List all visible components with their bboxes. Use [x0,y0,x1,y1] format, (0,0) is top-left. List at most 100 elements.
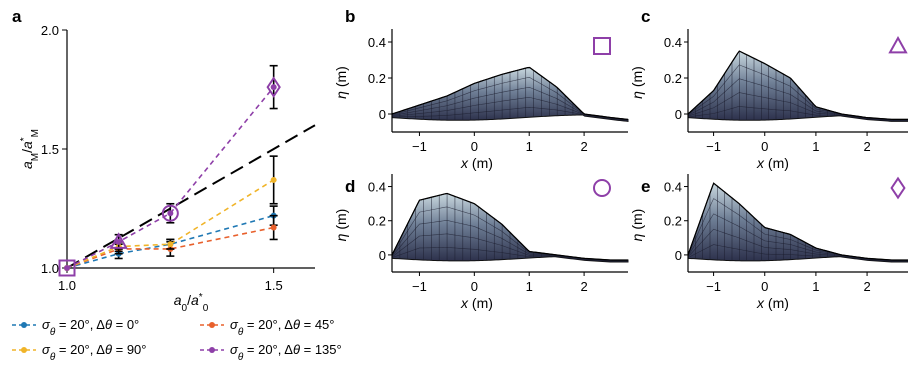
legend-label: σθ = 20°, Δθ = 135° [230,342,342,363]
x-tick-label: −1 [412,279,427,294]
data-point [270,84,277,91]
reference-line [66,124,316,269]
legend-swatch-dot [209,347,215,353]
y-axis-label: aM/a*M [19,129,41,169]
mesh-line [391,87,629,121]
y-tick-label: 0 [379,248,386,263]
open-marker-triangle [109,232,128,249]
y-tick-label: 0.4 [664,35,682,50]
x-tick-label: 1 [812,279,819,294]
mesh-line [687,92,908,121]
panel-a: a 1.0 1.5 2.0 1.0 1.5 a0/a*0 aM/a*M [12,7,316,314]
surface-crest [687,182,908,261]
legend-item: σθ = 20°, Δθ = 45° [200,317,335,338]
legend-swatch-dot [209,322,215,328]
x-tick-label: 1.5 [265,278,283,293]
open-marker-circle [161,204,179,222]
legend-label: σθ = 20°, Δθ = 0° [42,317,139,338]
x-tick-label: 1 [526,279,533,294]
y-tick-label: 0.4 [368,35,386,50]
y-tick-label: 0 [379,107,386,122]
y-tick-label: 0.2 [368,71,386,86]
x-tick-label: 1 [526,139,533,154]
panel-b: b 0 0.2 0.4 −1 0 1 2 x (m) η (m) [333,7,629,171]
mesh-line [687,78,908,121]
x-tick-label: 2 [580,279,587,294]
x-tick-label: 0 [761,279,768,294]
mesh-line [391,233,628,262]
surface-crest [391,66,629,120]
y-axis-label: η (m) [333,209,349,242]
x-tick-label: 1.0 [58,278,76,293]
y-tick-label: 1.0 [41,261,59,276]
x-axis-label: x (m) [756,295,789,311]
y-axis-label: η (m) [333,66,349,99]
mesh-line [687,106,908,122]
legend-item: σθ = 20°, Δθ = 0° [12,317,139,338]
mesh-line [391,107,629,122]
legend-item: σθ = 20°, Δθ = 135° [200,342,342,363]
case-symbol-square [593,37,611,55]
data-point [167,210,174,217]
legend-item: σθ = 20°, Δθ = 90° [12,342,147,363]
y-tick-label: 0 [675,248,682,263]
x-axis-label: a0/a*0 [174,292,209,314]
x-tick-label: 2 [580,139,587,154]
panel-label-e: e [641,177,650,196]
x-tick-label: 0 [471,139,478,154]
y-tick-label: 0.2 [368,214,386,229]
panel-e: e 0 0.2 0.4 −1 0 1 2 x (m) η (m) [629,174,908,311]
y-tick-label: 0.4 [664,180,682,195]
data-point [64,265,70,271]
mesh-line [391,220,628,262]
mesh-line [391,97,629,121]
x-tick-label: 2 [863,279,870,294]
open-marker-square [58,259,76,277]
mesh-line [687,213,908,262]
data-point [115,238,122,245]
series-line [66,179,275,269]
panel-d: d 0 0.2 0.4 −1 0 1 2 x (m) η (m) [333,174,629,311]
series-line [66,226,274,269]
y-axis-label: η (m) [629,209,645,242]
data-point [270,176,277,183]
panel-label-a: a [12,7,22,26]
y-axis-label: η (m) [629,66,645,99]
panel-c: c 0 0.2 0.4 −1 0 1 2 x (m) η (m) [629,7,908,171]
x-axis-label: x (m) [460,155,493,171]
surface-crest [391,192,628,261]
y-tick-label: 0.4 [368,180,386,195]
panel-label-c: c [641,7,650,26]
x-axis-label: x (m) [756,155,789,171]
legend-label: σθ = 20°, Δθ = 90° [42,342,147,363]
legend-swatch-dot [21,322,27,328]
series-line [66,86,275,269]
data-point [270,224,277,231]
case-symbol-circle [593,179,611,197]
y-tick-label: 0.2 [664,214,682,229]
y-tick-label: 1.5 [41,142,59,157]
y-tick-label: 0 [675,107,682,122]
surface-panels: b 0 0.2 0.4 −1 0 1 2 x (m) η (m) c 0 0.2 0.4 −1 0 1 2 x (m… [333,7,908,311]
mesh-line [391,247,628,262]
x-tick-label: −1 [412,139,427,154]
x-tick-label: 1 [812,139,819,154]
surface-crest [687,50,908,121]
x-tick-label: −1 [706,139,721,154]
open-marker-diamond [266,76,281,98]
panel-label-b: b [345,7,355,26]
data-point [167,241,174,248]
panel-label-d: d [345,177,355,196]
x-tick-label: 0 [761,139,768,154]
case-symbol-diamond [890,176,906,200]
y-tick-label: 2.0 [41,23,59,38]
x-tick-label: 0 [471,279,478,294]
x-tick-label: −1 [706,279,721,294]
x-axis-label: x (m) [460,295,493,311]
mesh-line [687,228,908,262]
y-tick-label: 0.2 [664,71,682,86]
mesh-line [687,244,908,262]
legend-label: σθ = 20°, Δθ = 45° [230,317,335,338]
legend: σθ = 20°, Δθ = 0° σθ = 20°, Δθ = 45° σθ = … [12,317,342,363]
